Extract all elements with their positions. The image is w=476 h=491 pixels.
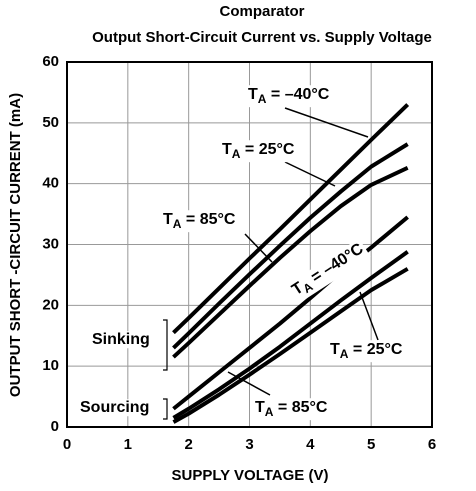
annotation-sub: A [232, 147, 241, 161]
y-tick-label: 60 [42, 53, 59, 70]
y-tick-label: 10 [42, 357, 59, 374]
series-line [172, 250, 409, 420]
group-label-bg [90, 331, 152, 349]
annotation-part: T [222, 141, 232, 158]
annotation-sub: A [265, 405, 274, 419]
annotation: TA = –40°C [289, 240, 368, 301]
x-tick-label: 0 [63, 436, 71, 453]
arrow [284, 161, 336, 187]
arrow [227, 371, 271, 396]
x-tick-label: 4 [306, 436, 315, 453]
series-line [172, 166, 409, 359]
x-axis-label: SUPPLY VOLTAGE (V) [172, 467, 329, 484]
arrow [244, 233, 273, 263]
group-label: Sourcing [80, 399, 149, 416]
chart-subtitle: Output Short-Circuit Current vs. Supply … [92, 29, 432, 46]
annotation-part: T [255, 399, 265, 416]
bracket [163, 398, 168, 420]
arrow [284, 107, 369, 138]
annotations: TA = –40°CTA = 25°CTA = 85°CTA = –40°CTA… [78, 85, 405, 421]
series-line [172, 142, 409, 350]
y-tick-label: 0 [51, 418, 59, 435]
x-tick-label: 2 [184, 436, 192, 453]
arrow [359, 291, 379, 341]
y-axis-label: OUTPUT SHORT -CIRCUIT CURRENT (mA) [7, 93, 24, 397]
annotation-part: = 85°C [273, 399, 327, 416]
group-label: Sinking [92, 331, 150, 348]
annotation-bg [253, 398, 330, 421]
annotation-part: T [330, 341, 340, 358]
annotation-part: T [163, 211, 173, 228]
annotation: TA = 85°C [255, 399, 328, 419]
x-tick-label: 1 [124, 436, 132, 453]
bracket [163, 319, 168, 371]
annotation-sub: A [173, 217, 182, 231]
y-tick-label: 30 [42, 235, 59, 252]
y-tick-label: 20 [42, 296, 59, 313]
chart-title: Comparator [219, 3, 304, 20]
x-tick-label: 3 [245, 436, 253, 453]
annotation-part: = 25°C [240, 141, 294, 158]
annotation-bg [328, 340, 405, 363]
plot-frame [66, 61, 433, 428]
annotation: TA = 25°C [330, 341, 403, 361]
annotation-bg [246, 85, 332, 108]
annotation: TA = 85°C [163, 211, 236, 231]
y-tick-label: 40 [42, 175, 59, 192]
annotation-sub: A [258, 92, 267, 106]
series-line [172, 103, 410, 335]
annotation: TA = 25°C [222, 141, 295, 161]
annotation: TA = –40°C [248, 86, 330, 106]
annotation-bg [161, 210, 238, 233]
annotation-bg [220, 140, 297, 163]
y-tick-label: 50 [42, 114, 59, 131]
annotation-part: = 85°C [181, 211, 235, 228]
annotation-part: T [248, 86, 258, 103]
annotation-bg [286, 238, 371, 304]
annotation-sub: A [340, 347, 349, 361]
group-label-bg [78, 399, 152, 417]
x-tick-label: 6 [428, 436, 436, 453]
x-tick-label: 5 [367, 436, 375, 453]
annotation-part: = –40°C [266, 86, 329, 103]
series-line [172, 267, 409, 424]
annotation-part: = 25°C [348, 341, 402, 358]
